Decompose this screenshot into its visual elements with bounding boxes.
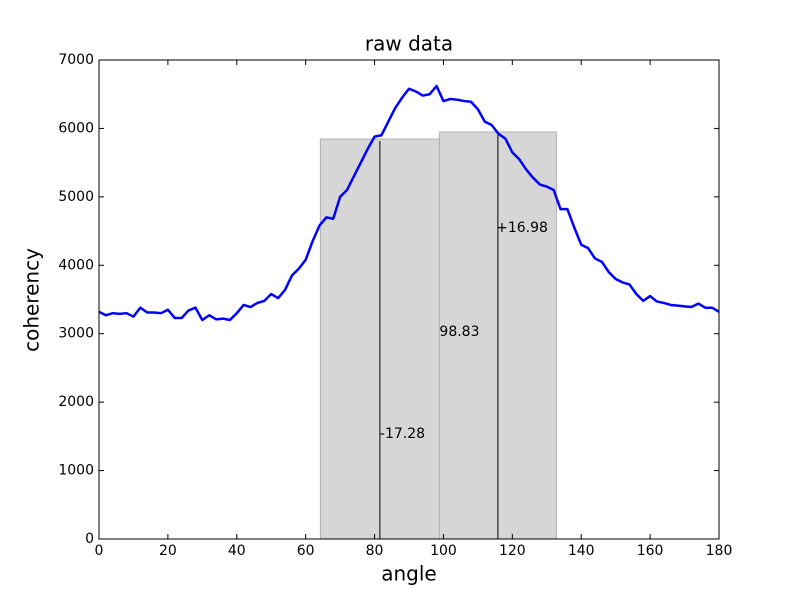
y-tick-label: 6000 xyxy=(58,120,94,136)
y-tick-label: 1000 xyxy=(58,463,94,479)
x-tick-label: 80 xyxy=(366,543,384,559)
y-tick-label: 5000 xyxy=(58,189,94,205)
x-tick-label: 40 xyxy=(228,543,246,559)
annotation: +16.98 xyxy=(496,220,548,236)
x-axis-label: angle xyxy=(381,562,437,586)
x-tick-label: 180 xyxy=(706,543,733,559)
data-line xyxy=(98,84,720,322)
y-tick-label: 7000 xyxy=(58,52,94,68)
y-tick-label: 2000 xyxy=(58,394,94,410)
annotation: 98.83 xyxy=(439,324,479,340)
plot-frame xyxy=(98,59,720,540)
x-tick-label: 60 xyxy=(297,543,315,559)
x-tick-label: 20 xyxy=(159,543,177,559)
chart-title: raw data xyxy=(365,32,453,56)
x-tick-label: 160 xyxy=(637,543,664,559)
y-tick-label: 4000 xyxy=(58,257,94,273)
y-tick-label: 0 xyxy=(85,531,94,547)
x-tick-label: 0 xyxy=(95,543,104,559)
x-tick-label: 120 xyxy=(499,543,526,559)
y-tick-label: 3000 xyxy=(58,326,94,342)
annotation: -17.28 xyxy=(380,426,425,442)
y-axis-label: coherency xyxy=(20,248,44,352)
x-tick-label: 100 xyxy=(430,543,457,559)
x-tick-label: 140 xyxy=(568,543,595,559)
